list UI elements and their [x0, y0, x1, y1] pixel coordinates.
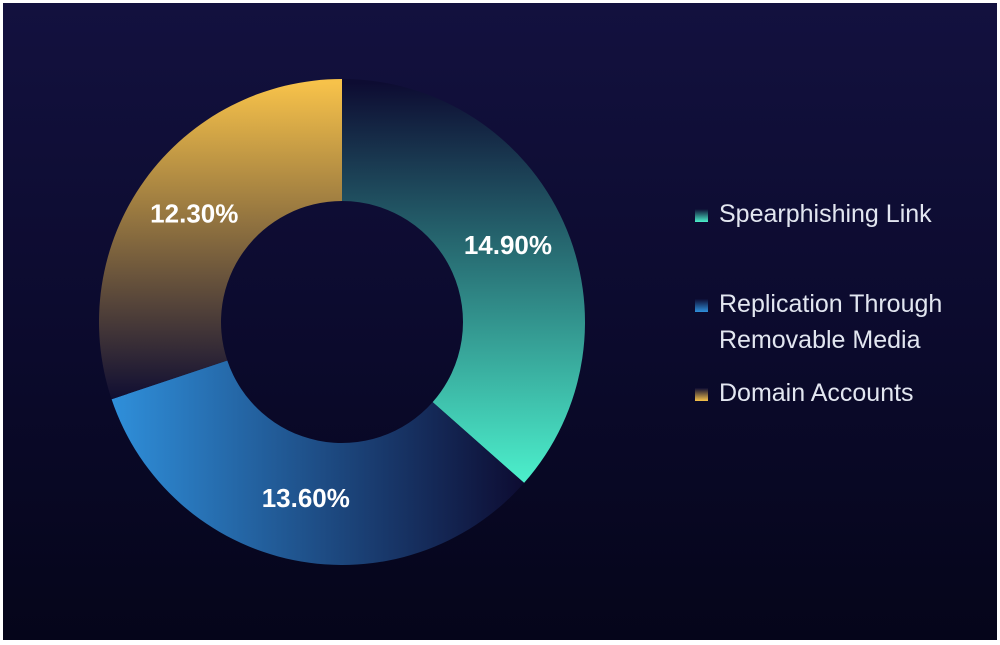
data-label: 12.30% — [150, 199, 238, 229]
legend-label: Replication Through Removable Media — [719, 290, 943, 354]
legend-swatch — [695, 299, 708, 312]
donut-chart: 14.90% 13.60% 12.30% — [98, 79, 585, 565]
donut-segment — [98, 79, 342, 400]
data-label: 13.60% — [262, 483, 350, 513]
legend-label: Spearphishing Link — [719, 200, 932, 228]
legend-label: Domain Accounts — [719, 379, 914, 407]
data-label: 14.90% — [464, 230, 552, 260]
donut-segment — [342, 79, 585, 483]
donut-segment — [111, 360, 525, 565]
chart: 14.90% 13.60% 12.30% Spearphishing Link Rep… — [3, 3, 997, 640]
legend-swatch — [695, 209, 708, 222]
legend-swatch — [695, 388, 708, 401]
legend-item: Replication Through Removable Media — [695, 286, 997, 358]
legend-item: Domain Accounts — [695, 375, 997, 411]
legend-item: Spearphishing Link — [695, 196, 997, 232]
